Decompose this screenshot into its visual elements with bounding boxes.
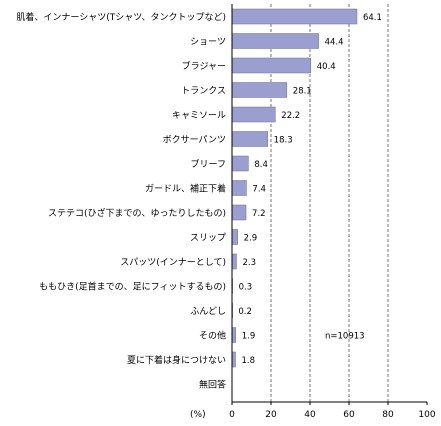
value-label: 28.1	[293, 87, 312, 97]
bar	[231, 57, 312, 74]
category-label: 夏に下着は身につけない	[127, 354, 226, 366]
value-label: 1.8	[242, 356, 256, 366]
bar	[231, 229, 238, 245]
category-label: ガードル、補正下着	[145, 183, 226, 195]
category-label: その他	[199, 330, 226, 342]
value-label: 7.4	[252, 185, 266, 195]
value-label: 2.3	[242, 258, 256, 268]
bar	[231, 8, 358, 25]
category-label: ももひき(足首までの、足にフィットするもの)	[39, 281, 226, 293]
value-label: 18.3	[274, 136, 293, 146]
bar	[231, 33, 319, 49]
unit-label: (%)	[190, 410, 206, 420]
bar	[231, 131, 268, 147]
category-label: ステテコ(ひざ下までの、ゆったりしたもの)	[48, 207, 226, 219]
value-label: 0.3	[239, 283, 253, 293]
category-label: ブラジャー	[182, 60, 226, 72]
category-label: 無回答	[199, 379, 226, 391]
value-label: 7.2	[252, 209, 266, 219]
category-label: トランクス	[181, 86, 226, 97]
category-label: ふんどし	[190, 306, 226, 317]
bar	[231, 82, 288, 98]
value-label: 8.4	[254, 160, 268, 170]
category-label: ショーツ	[190, 38, 226, 48]
category-label: スリップ	[190, 233, 226, 244]
bar	[231, 327, 236, 343]
category-label: スパッツ(インナーとして)	[120, 257, 226, 268]
bar	[231, 253, 237, 270]
bar	[231, 180, 247, 196]
x-tick-label: 40	[304, 410, 316, 420]
category-label: キャミソール	[172, 111, 226, 121]
category-labels: 肌着、インナーシャツ(Tシャツ、タンクトップなど) ショーツブラジャートランクスキ…	[16, 11, 226, 391]
bar	[231, 204, 247, 221]
value-label: 40.4	[317, 62, 336, 72]
value-label: 0.2	[238, 307, 252, 317]
x-tick-label: 20	[265, 410, 277, 420]
category-label: 肌着、インナーシャツ(Tシャツ、タンクトップなど)	[16, 11, 226, 23]
bar	[231, 155, 249, 172]
bars	[231, 8, 358, 368]
x-tick-label: 80	[382, 410, 394, 420]
value-label: 2.9	[244, 234, 258, 244]
bar	[231, 351, 236, 368]
value-label: 22.2	[281, 111, 300, 121]
x-tick-label: 0	[229, 410, 235, 420]
value-label: 64.1	[363, 13, 382, 23]
x-tick-label: 60	[343, 410, 355, 420]
value-labels: 64.1 44.4 40.4 28.1 22.2 18.3 8.4 7.4 7.2 2.9 2.3 0…	[238, 13, 382, 366]
value-label: 44.4	[325, 38, 344, 48]
sample-size-note: n=10913	[325, 332, 365, 342]
category-label: ブリーフ	[191, 158, 226, 170]
x-tick-label: 100	[418, 410, 435, 420]
x-axis: 0 20 40 60 80 100	[229, 4, 436, 420]
bar	[231, 106, 276, 123]
value-label: 1.9	[242, 332, 256, 342]
category-label: ボクサーパンツ	[163, 135, 226, 146]
